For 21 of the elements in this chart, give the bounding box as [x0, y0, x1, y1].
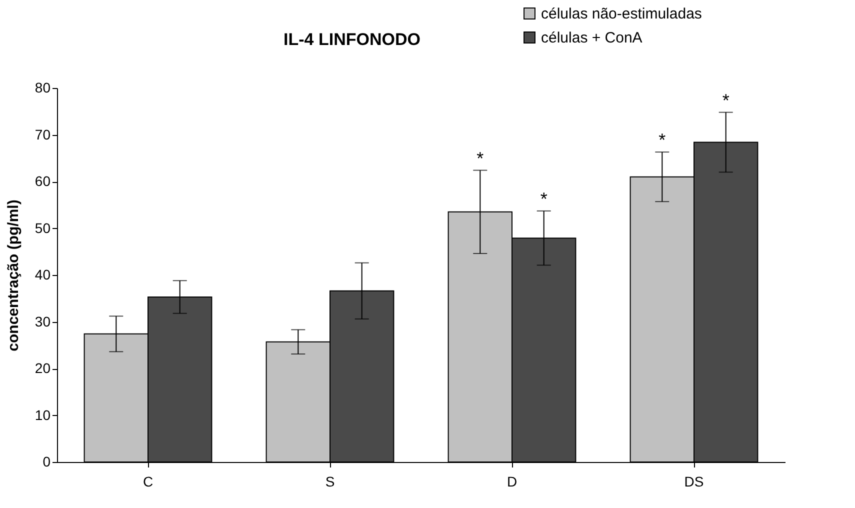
data-label: * [476, 148, 484, 168]
chart-title: IL-4 LINFONODO [284, 30, 420, 49]
x-tick-label: C [142, 474, 154, 490]
x-tick-label: S [325, 474, 335, 490]
y-axis-title: concentração (pg/ml) [4, 200, 22, 352]
data-label: * [540, 188, 548, 209]
data-label: * [722, 90, 730, 110]
y-tick-label: 10 [34, 406, 51, 423]
y-tick-label: 40 [34, 266, 51, 282]
y-tick-label: 60 [34, 173, 51, 189]
data-label: * [658, 130, 666, 150]
y-tick-label: 70 [34, 126, 51, 142]
x-tick-label: D [506, 474, 518, 490]
y-tick-label: 80 [34, 80, 51, 96]
legend-label: células + ConA [541, 30, 642, 46]
x-tick-label: DS [684, 474, 704, 490]
y-tick-label: 30 [34, 313, 51, 330]
y-tick-label: 0 [42, 454, 51, 470]
y-tick-label: 50 [34, 220, 51, 236]
y-tick-label: 20 [34, 360, 51, 376]
legend-label: células não-estimuladas [541, 6, 702, 22]
